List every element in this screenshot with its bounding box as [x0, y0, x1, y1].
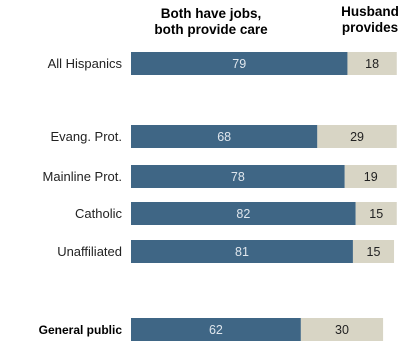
category-label-all-hispanics: All Hispanics [48, 56, 123, 71]
value-label-catholic-series-0: 82 [236, 207, 250, 221]
bar-general-public-series-1 [300, 318, 384, 341]
category-label-general-public: General public [39, 323, 123, 337]
category-label-catholic: Catholic [75, 206, 122, 221]
header-both-provide-line-1: Both have jobs, [161, 6, 262, 21]
category-label-unaffiliated: Unaffiliated [57, 244, 122, 259]
bar-evang-prot-series-0 [131, 125, 318, 148]
value-label-unaffiliated-series-1: 15 [367, 245, 381, 259]
bar-mainline-prot-series-1 [344, 165, 397, 188]
value-label-all-hispanics-series-0: 79 [232, 57, 246, 71]
bar-mainline-prot-series-0 [131, 165, 345, 188]
value-label-evang-prot-series-0: 68 [217, 130, 231, 144]
value-label-unaffiliated-series-0: 81 [235, 245, 249, 259]
bar-unaffiliated-series-0 [131, 240, 353, 263]
header-both-provide-line-2: both provide care [154, 22, 268, 37]
header-husband-provides-line-2: provides [342, 20, 398, 35]
value-label-all-hispanics-series-1: 18 [365, 57, 379, 71]
bar-evang-prot-series-1 [317, 125, 397, 148]
value-label-general-public-series-0: 62 [209, 323, 223, 337]
value-label-evang-prot-series-1: 29 [350, 130, 364, 144]
bar-catholic-series-0 [131, 202, 356, 225]
value-label-mainline-prot-series-0: 78 [231, 170, 245, 184]
bar-all-hispanics-series-1 [347, 52, 397, 75]
bar-unaffiliated-series-1 [352, 240, 395, 263]
category-label-mainline-prot: Mainline Prot. [43, 169, 122, 184]
value-label-mainline-prot-series-1: 19 [364, 170, 378, 184]
bars-group: All Hispanics 79 18 Evang. Prot. 68 29 Mainlin… [39, 52, 397, 341]
value-label-catholic-series-1: 15 [369, 207, 383, 221]
bar-general-public-series-0 [131, 318, 301, 341]
bar-catholic-series-1 [355, 202, 397, 225]
bar-all-hispanics-series-0 [131, 52, 348, 75]
header-husband-provides-line-1: Husband [341, 4, 399, 19]
category-label-evang-prot: Evang. Prot. [50, 129, 122, 144]
value-label-general-public-series-1: 30 [335, 323, 349, 337]
